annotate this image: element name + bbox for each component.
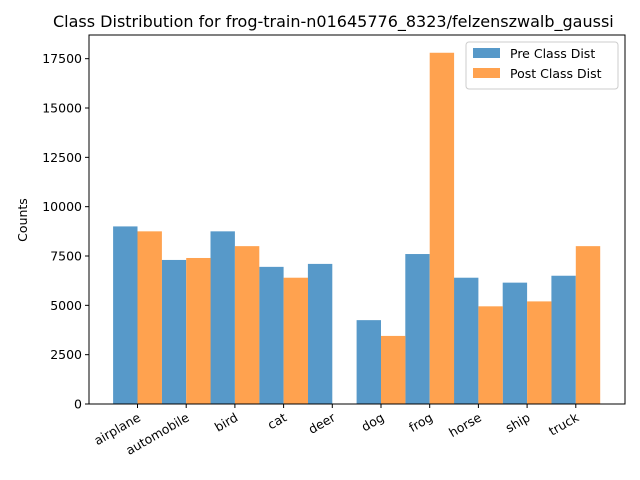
bar-pre-truck xyxy=(551,275,576,404)
x-tick-label-bird: bird xyxy=(212,410,241,435)
bar-pre-ship xyxy=(502,282,528,404)
legend-box xyxy=(465,41,619,90)
x-tick-label-horse: horse xyxy=(446,409,484,440)
bar-post-cat xyxy=(283,277,308,404)
bar-pre-deer xyxy=(307,263,333,404)
y-tick-label: 0 xyxy=(74,397,82,412)
bar-pre-frog xyxy=(405,254,430,404)
bar-post-truck xyxy=(575,246,601,404)
legend: Pre Class Dist Post Class Dist xyxy=(465,41,619,90)
bars xyxy=(113,52,601,404)
bar-pre-automobile xyxy=(161,259,187,404)
bar-pre-cat xyxy=(259,266,284,404)
chart-title: Class Distribution for frog-train-n01645… xyxy=(53,12,614,32)
bar-pre-horse xyxy=(454,277,479,404)
y-tick-label: 17500 xyxy=(42,51,82,66)
bar-pre-airplane xyxy=(113,226,138,404)
x-tick-label-cat: cat xyxy=(265,410,289,433)
y-tick-label: 15000 xyxy=(42,101,82,116)
y-tick-label: 12500 xyxy=(42,150,82,165)
y-axis-label: Counts xyxy=(15,198,30,242)
y-tick-label: 5000 xyxy=(50,298,82,313)
bar-pre-bird xyxy=(210,231,235,404)
plot-frame xyxy=(88,34,626,405)
bar-post-automobile xyxy=(186,257,211,404)
legend-label-post: Post Class Dist xyxy=(510,66,602,81)
x-tick-label-truck: truck xyxy=(546,409,582,438)
bar-post-horse xyxy=(478,306,503,404)
bar-post-dog xyxy=(381,335,406,404)
x-tick-label-deer: deer xyxy=(306,409,339,437)
bar-post-frog xyxy=(429,52,455,404)
bar-post-bird xyxy=(234,246,260,404)
y-tick-label: 10000 xyxy=(42,199,82,214)
legend-swatch-post xyxy=(473,68,500,78)
y-axis-ticks: 0 2500 5000 7500 10000 12500 15000 17500 xyxy=(42,51,89,412)
y-tick-label: 2500 xyxy=(50,347,82,362)
legend-label-pre: Pre Class Dist xyxy=(510,46,595,61)
x-tick-label-ship: ship xyxy=(503,410,533,436)
bar-post-airplane xyxy=(137,231,162,404)
legend-swatch-pre xyxy=(473,48,500,58)
x-tick-label-dog: dog xyxy=(359,410,387,435)
x-tick-label-frog: frog xyxy=(406,410,435,435)
bar-post-ship xyxy=(527,301,552,404)
y-tick-label: 7500 xyxy=(50,249,82,264)
bar-pre-dog xyxy=(356,320,381,404)
